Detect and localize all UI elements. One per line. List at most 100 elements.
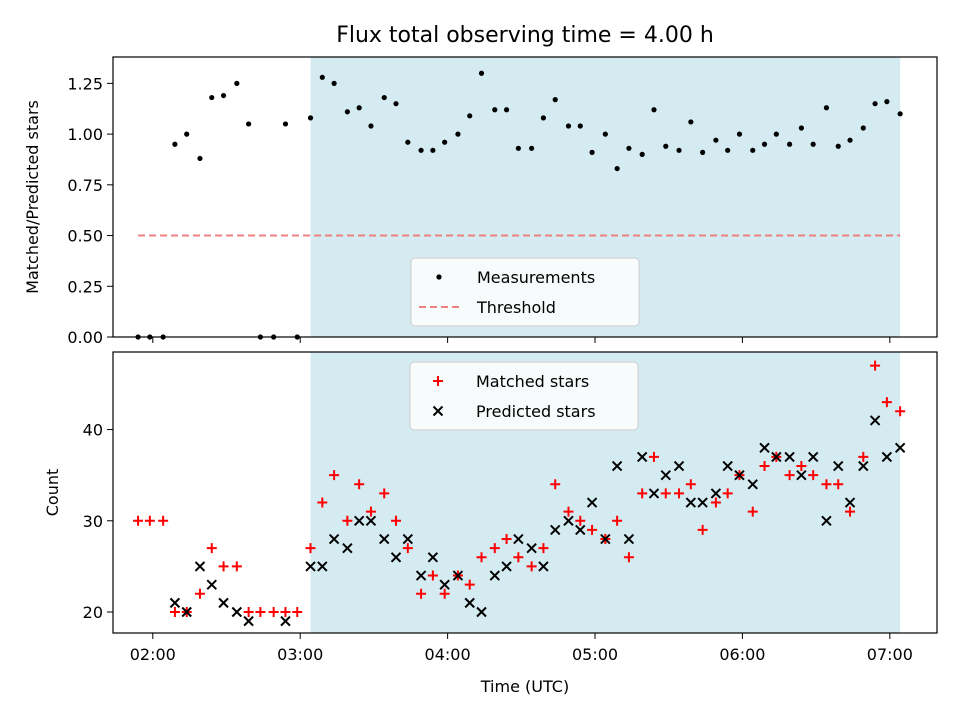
data-point — [897, 111, 903, 117]
data-point — [821, 515, 832, 526]
data-point — [844, 497, 856, 508]
legend-entry-label: Matched stars — [476, 372, 589, 391]
data-point — [280, 607, 291, 618]
data-point — [771, 451, 782, 463]
data-point — [464, 597, 475, 609]
top-legend: Measurements Threshold — [410, 257, 640, 327]
data-point — [391, 515, 402, 526]
data-point — [796, 461, 807, 472]
data-point — [563, 506, 574, 517]
data-point — [538, 543, 549, 554]
data-point — [416, 588, 427, 599]
data-point — [734, 469, 745, 481]
data-point — [784, 470, 795, 481]
data-point — [415, 570, 427, 581]
data-point — [478, 70, 485, 76]
data-point — [439, 588, 450, 599]
data-point — [700, 149, 706, 155]
data-point — [442, 139, 448, 145]
bottom-y-axis-label: Count — [43, 469, 62, 517]
data-point — [761, 141, 768, 147]
data-point — [194, 561, 206, 572]
data-point — [710, 497, 721, 508]
legend-box — [410, 257, 640, 327]
data-point — [158, 515, 169, 526]
data-point — [464, 579, 475, 590]
data-point — [845, 506, 856, 517]
data-point — [881, 451, 893, 463]
data-point — [194, 588, 205, 599]
top-y-axis-label: Matched/Predicted stars — [23, 100, 42, 294]
data-point — [835, 143, 841, 149]
data-point — [895, 406, 906, 417]
data-point — [660, 488, 671, 499]
data-point — [402, 533, 414, 545]
data-point — [452, 570, 464, 581]
data-point — [894, 442, 906, 454]
data-point — [725, 147, 731, 153]
data-point — [206, 543, 217, 554]
data-point — [513, 533, 524, 545]
y-tick-label: 40 — [83, 421, 103, 440]
data-point — [639, 151, 645, 157]
data-point — [575, 515, 586, 526]
y-tick-label: 1.25 — [67, 74, 103, 93]
data-point — [796, 469, 807, 481]
data-point — [243, 607, 254, 618]
data-point — [602, 131, 608, 137]
data-point — [231, 606, 243, 618]
data-point — [329, 470, 340, 481]
data-point — [626, 145, 632, 151]
data-point — [402, 543, 413, 554]
data-point — [685, 479, 696, 490]
data-point — [344, 109, 350, 115]
data-point — [747, 506, 758, 517]
data-point — [552, 97, 558, 103]
legend-entry-label: Threshold — [476, 298, 556, 317]
data-point — [750, 147, 756, 153]
data-point — [674, 488, 685, 499]
data-point — [184, 131, 190, 137]
legend-marker-swatch — [436, 274, 442, 280]
data-point — [860, 125, 866, 131]
data-point — [676, 147, 682, 153]
data-point — [379, 488, 390, 499]
data-point — [688, 119, 694, 125]
data-point — [526, 561, 537, 572]
data-point — [218, 597, 229, 609]
data-point — [821, 479, 832, 490]
data-point — [685, 497, 697, 508]
data-point — [243, 615, 254, 627]
bottom-axes-frame — [112, 351, 938, 634]
x-tick-label: 04:00 — [425, 645, 471, 664]
data-point — [710, 488, 722, 499]
data-point — [648, 488, 660, 499]
data-point — [476, 606, 487, 618]
data-point — [550, 479, 561, 490]
data-point — [331, 80, 337, 86]
data-point — [538, 561, 549, 572]
data-point — [144, 515, 155, 526]
data-point — [722, 488, 733, 499]
x-tick-label: 07:00 — [867, 645, 913, 664]
data-point — [501, 561, 512, 572]
data-point — [697, 524, 708, 535]
data-point — [206, 579, 217, 590]
data-point — [418, 147, 424, 153]
y-tick-label: 20 — [83, 603, 103, 622]
data-point — [869, 415, 881, 426]
data-point — [246, 121, 252, 127]
data-point — [268, 607, 279, 618]
data-point — [169, 597, 181, 609]
data-point — [390, 552, 402, 563]
legend-marker-swatch — [433, 376, 443, 386]
data-point — [663, 143, 669, 149]
data-point — [356, 105, 362, 111]
data-point — [759, 461, 770, 472]
data-point — [282, 121, 289, 127]
data-point — [354, 479, 365, 490]
data-point — [587, 524, 598, 535]
data-point — [673, 460, 685, 472]
data-point — [614, 165, 620, 172]
